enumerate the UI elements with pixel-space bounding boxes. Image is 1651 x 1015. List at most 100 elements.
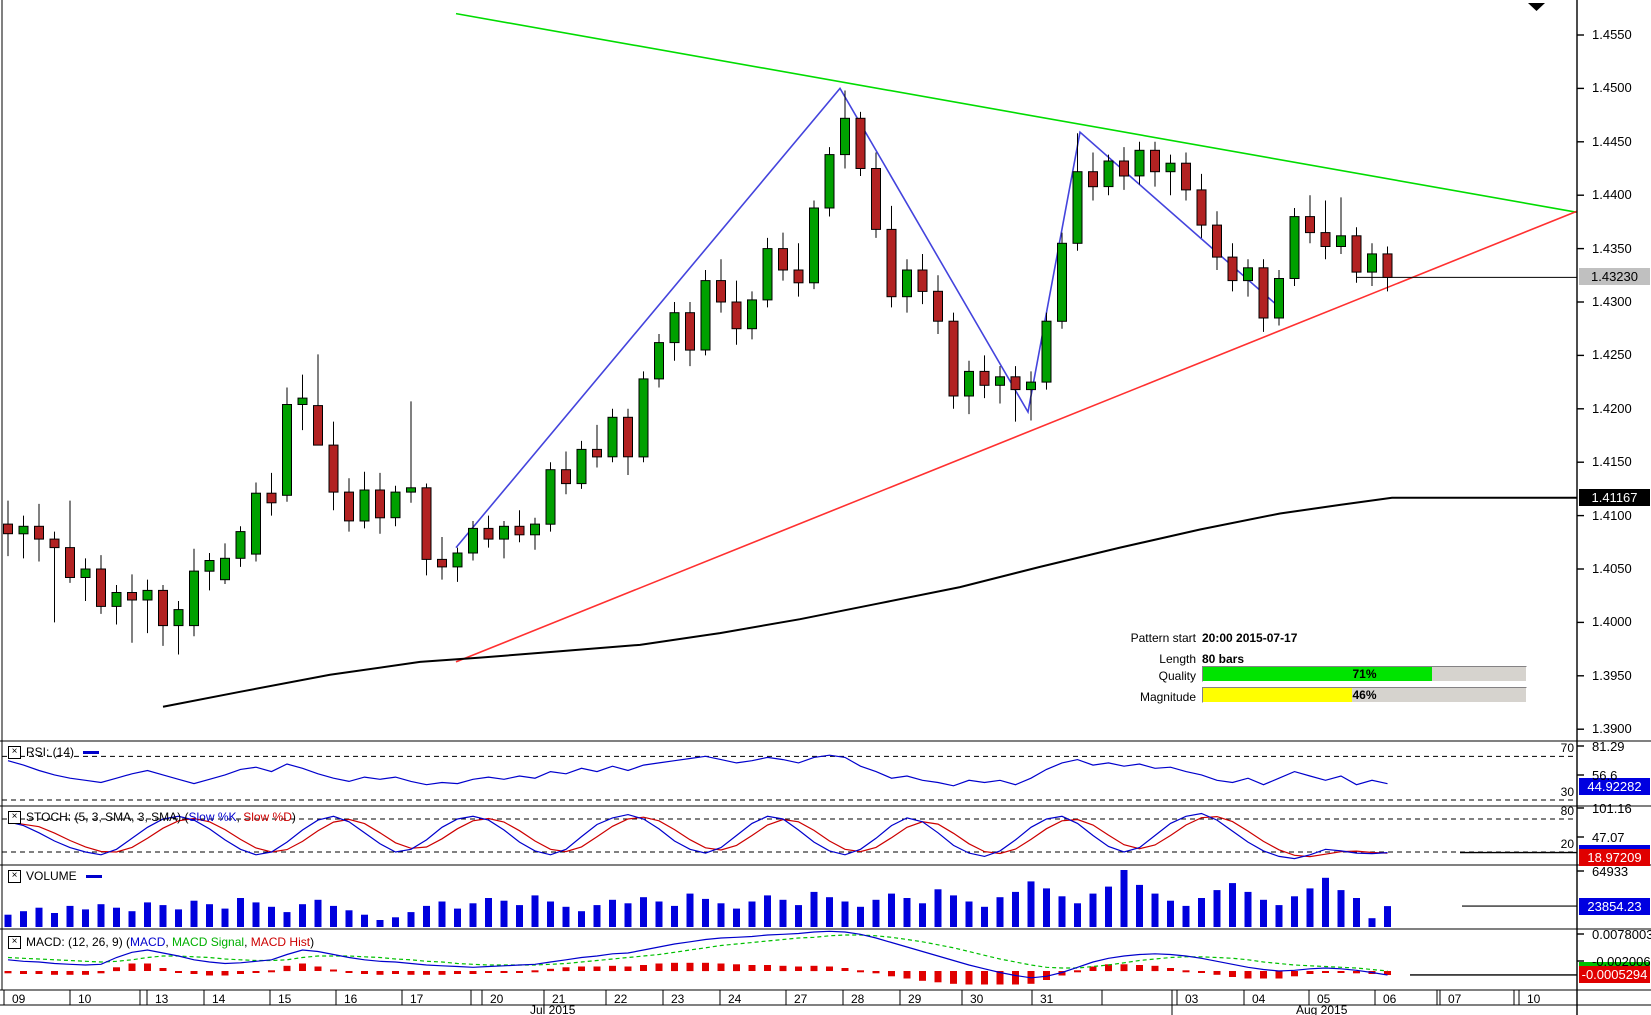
volume-panel-header: × VOLUME (8, 869, 102, 883)
ma-value-box: 1.41167 (1579, 488, 1650, 506)
time-axis-date-label[interactable]: 07 (1448, 992, 1462, 1006)
time-axis-date-label[interactable]: 16 (344, 992, 358, 1006)
volume-title: VOLUME (26, 869, 77, 883)
stoch-scale-top: 101.16 (1592, 801, 1632, 816)
stoch-value-box: 18.97209 (1579, 848, 1650, 866)
time-axis-date-label[interactable]: 21 (552, 992, 566, 1006)
time-axis-date-label[interactable]: 28 (851, 992, 865, 1006)
price-axis-label: 1.3900 (1592, 721, 1632, 737)
candlesticks (3, 90, 1393, 655)
macd-line-label: MACD (130, 935, 166, 949)
price-axis-label: 1.4150 (1592, 454, 1632, 470)
stoch-d-label: Slow %D (243, 810, 292, 824)
magnitude-percent-text: 46% (1352, 688, 1377, 702)
price-axis-label: 1.4000 (1592, 614, 1632, 630)
time-axis-date-label[interactable]: 20 (490, 992, 504, 1006)
chart-shift-marker-icon[interactable] (1528, 3, 1545, 11)
price-axis-label: 1.4550 (1592, 27, 1632, 42)
rsi-title: RSI: (14) (26, 745, 75, 759)
rsi-checkbox-icon[interactable]: × (8, 745, 21, 759)
time-axis-date-label[interactable]: 06 (1383, 992, 1397, 1006)
price-axis-label: 1.4200 (1592, 400, 1632, 416)
macd-value-box-secondary (1579, 962, 1650, 966)
time-axis-date-label[interactable]: 04 (1252, 992, 1266, 1006)
price-axis-label: 1.4500 (1592, 80, 1632, 96)
magnitude-progress-fill (1203, 688, 1352, 702)
rsi-line-sample-icon (83, 750, 100, 754)
time-axis-date-label[interactable]: 31 (1040, 992, 1054, 1006)
macd-scale-top: 0.0078003 (1592, 927, 1651, 942)
time-axis-month-label: Jul 2015 (530, 1003, 576, 1015)
volume-value-box: 23854.23 (1579, 898, 1650, 915)
rsi-panel-header: × RSI: (14) (8, 745, 100, 759)
volume-line-sample-icon (85, 874, 102, 878)
macd-hist-label: MACD Hist (250, 935, 311, 949)
macd-title: MACD: (12, 26, 9) (MACD, MACD Signal, MA… (26, 935, 315, 949)
moving-average-line[interactable] (162, 496, 1577, 708)
time-axis-date-label[interactable]: 09 (12, 992, 26, 1006)
time-axis-date-label[interactable]: 13 (155, 992, 169, 1006)
macd-checkbox-icon[interactable]: × (8, 935, 21, 949)
pattern-start-value: 20:00 2015-07-17 (1202, 631, 1298, 645)
quality-label: Quality (1158, 669, 1196, 683)
time-axis-date-label[interactable]: 15 (278, 992, 292, 1006)
time-axis-date-label[interactable]: 14 (212, 992, 226, 1006)
macd-plot (4, 930, 1577, 985)
macd-signal-label: MACD Signal (172, 935, 245, 949)
rsi-level-30: 30 (1560, 785, 1574, 799)
macd-value-box: -0.0005294 (1579, 966, 1650, 983)
stoch-k-label: Slow %K (188, 810, 237, 824)
pattern-length-label: Length (1159, 652, 1196, 666)
stoch-level-20: 20 (1560, 837, 1574, 851)
price-axis-label: 1.4350 (1592, 240, 1632, 256)
volume-bars (4, 870, 1577, 927)
rsi-level-70: 70 (1560, 741, 1574, 756)
quality-progress-bar: 71% (1202, 666, 1527, 682)
rsi-scale-mid: 56.6 (1592, 768, 1618, 783)
price-axis-label: 1.4300 (1592, 294, 1632, 309)
time-axis-date-label[interactable]: 22 (614, 992, 628, 1006)
stoch-scale-mid: 47.07 (1592, 830, 1625, 845)
time-axis-date-label[interactable]: 23 (671, 992, 685, 1006)
stoch-checkbox-icon[interactable]: × (8, 810, 21, 824)
rsi-value-box: 44.92282 (1579, 777, 1650, 795)
time-axis-date-label[interactable]: 24 (728, 992, 742, 1006)
time-axis-date-label[interactable]: 03 (1185, 992, 1199, 1006)
time-axis-date-label[interactable]: 17 (410, 992, 424, 1006)
time-axis-date-label[interactable]: 10 (1527, 992, 1541, 1006)
current-price-box: 1.43230 (1579, 268, 1650, 286)
pattern-length-value: 80 bars (1202, 652, 1245, 666)
price-axis-label: 1.3950 (1592, 667, 1632, 683)
time-axis-date-label[interactable]: 27 (794, 992, 808, 1006)
rsi-plot (2, 754, 1577, 801)
quality-progress-fill (1203, 667, 1433, 681)
pattern-start-label: Pattern start (1130, 631, 1196, 645)
time-axis-date-label[interactable]: 29 (908, 992, 922, 1006)
stoch-plot (2, 812, 1577, 860)
volume-checkbox-icon[interactable]: × (8, 869, 21, 883)
quality-percent-text: 71% (1352, 667, 1377, 681)
pattern-zigzag-line[interactable] (455, 87, 1278, 549)
price-axis-label: 1.4100 (1592, 507, 1632, 523)
price-axis-label: 1.4250 (1592, 347, 1632, 363)
time-axis-date-label[interactable]: 05 (1317, 992, 1331, 1006)
time-axis-month-label: Aug 2015 (1296, 1003, 1348, 1015)
price-axis-label: 1.4400 (1592, 187, 1632, 203)
macd-panel-header: × MACD: (12, 26, 9) (MACD, MACD Signal, … (8, 935, 314, 949)
magnitude-progress-bar: 46% (1202, 687, 1527, 703)
price-axis-label: 1.4450 (1592, 133, 1632, 149)
time-axis-date-label[interactable]: 30 (970, 992, 984, 1006)
lower-trendline[interactable] (455, 210, 1578, 663)
upper-trendline[interactable] (455, 12, 1578, 214)
price-axis-label: 1.4050 (1592, 561, 1632, 576)
magnitude-label: Magnitude (1139, 690, 1196, 704)
stoch-panel-header: × STOCH: (5, 3, SMA, 3, SMA) (Slow %K, S… (8, 810, 296, 824)
macd-scale-bottom: -0.0020062 (1592, 954, 1651, 969)
stoch-title: STOCH: (5, 3, SMA, 3, SMA) (Slow %K, Slo… (26, 810, 296, 824)
volume-scale-top: 64933 (1592, 864, 1629, 879)
stoch-level-80: 80 (1560, 804, 1574, 818)
time-axis-date-label[interactable]: 10 (78, 992, 92, 1006)
rsi-scale-top: 81.29 (1592, 739, 1625, 754)
